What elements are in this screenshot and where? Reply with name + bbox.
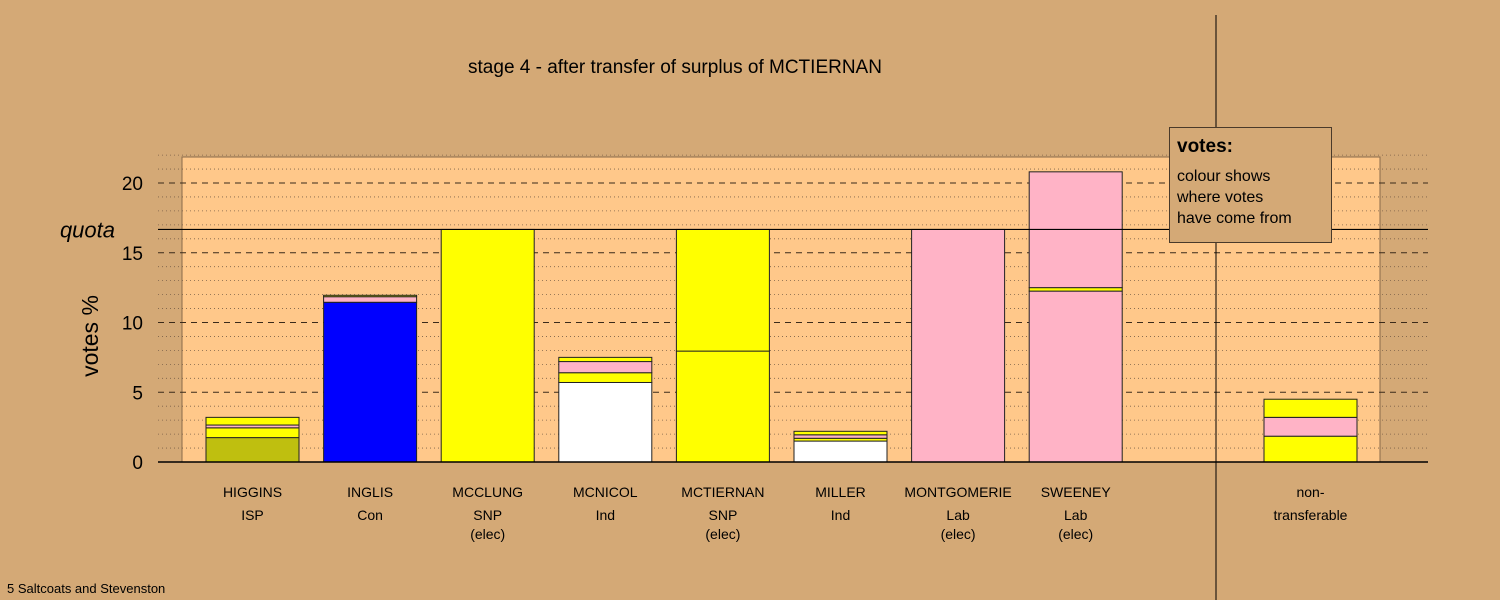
candidate-party-montgomerie: Lab xyxy=(946,507,970,523)
bar-miller-segment-3 xyxy=(793,434,888,439)
bar-mcnicol-segment-2 xyxy=(558,372,653,383)
ward-name: 5 Saltcoats and Stevenston xyxy=(7,581,166,596)
candidate-name-mcclung: MCCLUNG xyxy=(452,484,523,500)
bar-montgomerie-segment-1 xyxy=(911,228,1006,463)
candidate-status-mcclung: (elec) xyxy=(470,526,505,542)
bar-mcnicol-segment-4 xyxy=(558,356,653,363)
candidate-name-sweeney: SWEENEY xyxy=(1041,484,1112,500)
candidate-name-mcnicol: MCNICOL xyxy=(573,484,638,500)
y-axis-label: votes % xyxy=(77,295,103,377)
candidate-status-mctiernan: (elec) xyxy=(705,526,740,542)
candidate-status-sweeney: (elec) xyxy=(1058,526,1093,542)
bar-inglis-segment-2 xyxy=(323,296,418,303)
chart-title: stage 4 - after transfer of surplus of M… xyxy=(468,57,882,78)
y-tick-label: 15 xyxy=(122,244,143,265)
bar-sweeney-segment-1 xyxy=(1028,290,1123,463)
bar-nontransferable-segment-2 xyxy=(1263,416,1358,437)
bar-higgins-segment-1 xyxy=(205,437,300,463)
bar-mcnicol-segment-1 xyxy=(558,381,653,463)
legend-line-1: colour shows xyxy=(1177,168,1271,185)
candidate-party-sweeney: Lab xyxy=(1064,507,1088,523)
legend-line-3: have come from xyxy=(1177,210,1292,227)
bar-higgins-segment-4 xyxy=(205,416,300,426)
bar-miller-segment-1 xyxy=(793,440,888,463)
nontransferable-label-2: transferable xyxy=(1274,507,1348,523)
y-tick-label: 10 xyxy=(122,314,143,335)
bar-inglis-segment-3 xyxy=(323,294,418,298)
bar-mcclung-segment-1 xyxy=(440,228,535,463)
bar-higgins-segment-2 xyxy=(205,427,300,439)
bar-mcnicol-segment-3 xyxy=(558,361,653,374)
candidate-name-mctiernan: MCTIERNAN xyxy=(681,484,764,500)
quota-label: quota xyxy=(60,217,115,242)
candidate-name-inglis: INGLIS xyxy=(347,484,393,500)
candidate-party-inglis: Con xyxy=(357,507,383,523)
legend-line-2: where votes xyxy=(1177,189,1264,206)
candidate-name-higgins: HIGGINS xyxy=(223,484,282,500)
bar-mctiernan-segment-2 xyxy=(675,228,770,352)
bar-nontransferable-segment-1 xyxy=(1263,435,1358,463)
candidate-name-miller: MILLER xyxy=(815,484,866,500)
bar-miller-segment-4 xyxy=(793,430,888,436)
candidate-name-montgomerie: MONTGOMERIE xyxy=(904,484,1011,500)
nontransferable-label-1: non- xyxy=(1296,484,1324,500)
legend-title: votes: xyxy=(1177,136,1233,157)
bar-sweeney-segment-2 xyxy=(1028,287,1123,292)
candidate-party-mctiernan: SNP xyxy=(709,507,738,523)
candidate-status-montgomerie: (elec) xyxy=(941,526,976,542)
bar-inglis-segment-1 xyxy=(323,301,418,463)
bar-mctiernan-segment-1 xyxy=(675,350,770,463)
candidate-party-higgins: ISP xyxy=(241,507,264,523)
bar-nontransferable-segment-3 xyxy=(1263,398,1358,418)
candidate-party-mcclung: SNP xyxy=(473,507,502,523)
candidate-party-mcnicol: Ind xyxy=(596,507,615,523)
y-tick-label: 20 xyxy=(122,174,143,195)
candidate-party-miller: Ind xyxy=(831,507,850,523)
legend: votes: colour shows where votes have com… xyxy=(1169,127,1332,243)
y-tick-label: 0 xyxy=(132,453,143,474)
y-tick-label: 5 xyxy=(132,383,143,404)
